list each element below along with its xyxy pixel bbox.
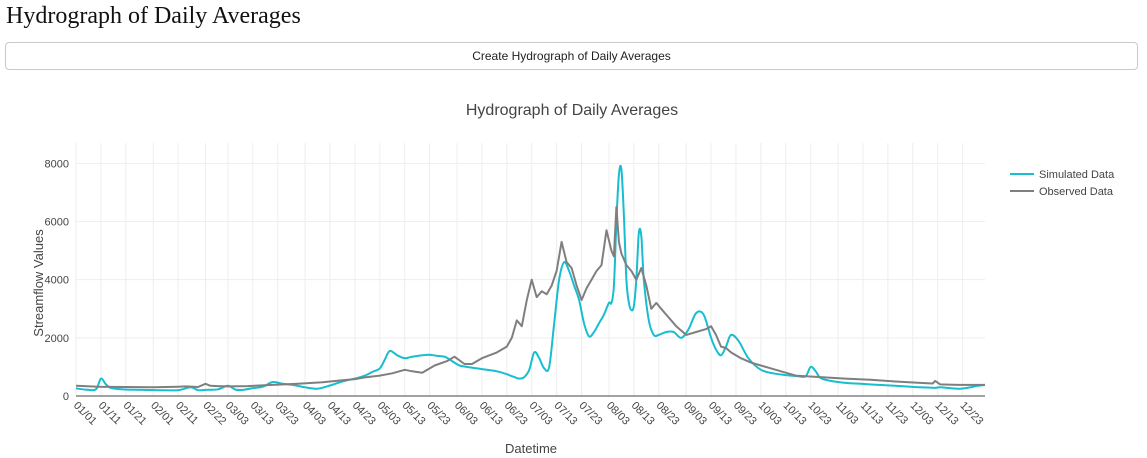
x-tick-label: 01/21 <box>121 400 149 428</box>
y-tick-labels: 0 2000 4000 6000 8000 <box>45 158 69 403</box>
x-tick-label: 09/03 <box>681 400 709 428</box>
page-title: Hydrograph of Daily Averages <box>6 3 301 29</box>
legend-item-label[interactable]: Simulated Data <box>1039 169 1115 181</box>
x-tick-label: 04/03 <box>300 400 328 428</box>
x-tick-label: 07/03 <box>527 400 555 428</box>
series-lines <box>75 164 986 392</box>
grid-lines <box>75 143 985 396</box>
x-tick-label: 12/13 <box>933 400 961 428</box>
x-tick-label: 11/23 <box>883 400 910 427</box>
x-tick-label: 06/13 <box>477 400 505 428</box>
legend-item-label[interactable]: Observed Data <box>1039 186 1114 198</box>
y-tick-label: 8000 <box>45 158 69 170</box>
x-tick-label: 10/03 <box>756 400 784 428</box>
y-tick-label: 6000 <box>45 217 69 229</box>
x-tick-label: 03/23 <box>273 400 301 428</box>
x-tick-label: 04/23 <box>350 400 378 428</box>
x-tick-label: 02/11 <box>173 400 200 427</box>
x-tick-label: 01/01 <box>71 400 99 428</box>
create-hydrograph-button[interactable]: Create Hydrograph of Daily Averages <box>5 42 1138 70</box>
x-tick-label: 06/03 <box>452 400 480 428</box>
y-tick-label: 2000 <box>45 333 69 345</box>
y-tick-label: 0 <box>63 391 69 403</box>
y-tick-label: 4000 <box>45 275 69 287</box>
x-tick-label: 12/03 <box>908 400 936 428</box>
x-tick-label: 10/23 <box>806 400 834 428</box>
x-tick-label: 09/23 <box>731 400 759 428</box>
x-tick-label: 11/13 <box>858 400 885 427</box>
x-tick-label: 10/13 <box>781 400 809 428</box>
x-tick-label: 02/22 <box>200 400 228 428</box>
x-tick-label: 12/23 <box>957 400 985 428</box>
x-tick-label: 07/23 <box>576 400 604 428</box>
chart-title: Hydrograph of Daily Averages <box>466 102 678 119</box>
x-tick-label: 11/03 <box>833 400 860 427</box>
y-axis-label: Streamflow Values <box>31 229 46 337</box>
legend[interactable]: Simulated Data Observed Data <box>1010 169 1115 198</box>
series-line-simulated <box>75 164 986 392</box>
x-tick-label: 09/13 <box>706 400 734 428</box>
x-tick-label: 06/23 <box>502 400 530 428</box>
x-tick-label: 07/13 <box>552 400 580 428</box>
x-tick-label: 03/13 <box>248 400 276 428</box>
x-tick-label: 01/11 <box>96 400 123 427</box>
x-tick-label: 05/13 <box>400 400 428 428</box>
x-tick-label: 04/13 <box>325 400 353 428</box>
x-tick-label: 02/01 <box>148 400 176 428</box>
x-axis-label: Datetime <box>505 441 557 456</box>
x-tick-label: 08/13 <box>629 400 657 428</box>
x-tick-label: 03/03 <box>223 400 251 428</box>
x-tick-label: 05/03 <box>375 400 403 428</box>
series-line-observed <box>75 206 985 389</box>
x-tick-label: 08/23 <box>654 400 682 428</box>
x-tick-label: 05/23 <box>425 400 453 428</box>
x-tick-label: 08/03 <box>604 400 632 428</box>
